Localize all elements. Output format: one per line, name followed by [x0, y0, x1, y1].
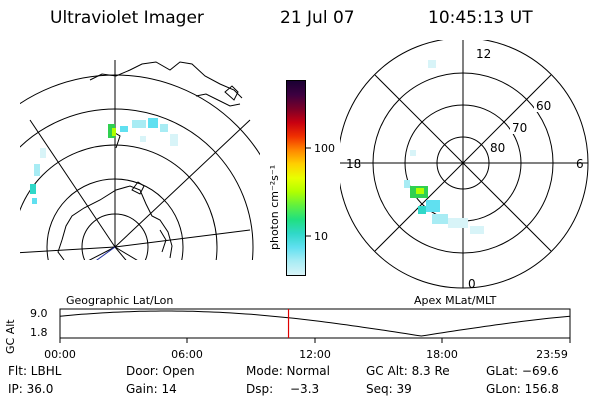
altitude-ytick: 9.0 [30, 307, 48, 320]
mlt-label-0: 0 [468, 277, 476, 291]
colorbar-tick-label: 100 [314, 142, 335, 155]
gc-altitude: GC Alt: 8.3 Re [366, 364, 450, 378]
filter-value: Flt: LBHL [8, 364, 62, 378]
colorbar [286, 80, 306, 276]
coastline [57, 239, 65, 260]
coastline [89, 61, 243, 99]
door-status: Door: Open [126, 364, 195, 378]
polar-plot: 12 18 6 0 60 70 80 [340, 40, 589, 291]
altitude-xtick: 00:00 [44, 348, 76, 360]
header-time: 10:45:13 UT [428, 8, 533, 28]
polar-emission [404, 60, 484, 234]
coastline [195, 93, 241, 107]
left-panel-label: Geographic Lat/Lon [66, 294, 174, 307]
gain-value: Gain: 14 [126, 382, 177, 396]
altitude-xtick: 06:00 [171, 348, 203, 360]
dsp-value: −3.3 [290, 382, 320, 396]
dsp-label: Dsp: [246, 382, 274, 396]
right-panel-label: Apex MLat/MLT [414, 294, 497, 307]
coastline [159, 229, 167, 253]
instrument-title: Ultraviolet Imager [50, 8, 204, 28]
latitude-circle [20, 74, 260, 156]
meridian-line [114, 246, 127, 260]
latitude-circle [20, 108, 254, 260]
meridian-line [88, 246, 116, 260]
auroral-emission [30, 118, 178, 204]
geographic-latitude: GLat: −69.6 [486, 364, 559, 378]
meridian-line [20, 246, 116, 254]
altitude-frame [59, 308, 571, 339]
altitude-curve [59, 310, 571, 337]
altitude-ylabel: GC Alt [4, 319, 17, 354]
coastline [224, 85, 239, 101]
colorbar-axis: 100 10 [306, 142, 335, 243]
altitude-ytick: 1.8 [30, 326, 48, 339]
altitude-xtick: 23:59 [536, 348, 568, 360]
coastline [61, 185, 173, 259]
coastline [131, 181, 145, 195]
meridian-line [114, 246, 138, 260]
mode-status: Mode: Normal [246, 364, 330, 378]
altitude-xtick: 18:00 [426, 348, 458, 360]
sequence-number: Seq: 39 [366, 382, 412, 396]
colorbar-unit: photon cm⁻²s⁻¹ [268, 165, 281, 250]
mlat-label-60: 60 [536, 99, 551, 113]
altitude-xtick: 12:00 [299, 348, 331, 360]
latitude-circle [20, 144, 218, 260]
terminator-line [96, 246, 116, 260]
meridian-line [114, 119, 251, 248]
altitude-plot: GC Alt 9.0 1.8 00:00 06:00 12:00 18:00 2… [4, 307, 571, 360]
header-date: 21 Jul 07 [280, 8, 355, 28]
colorbar-unit-label: photon cm⁻²s⁻¹ [268, 165, 281, 250]
geographic-longitude: GLon: 156.8 [486, 382, 559, 396]
geographic-map [20, 60, 260, 260]
colorbar-tick-label: 10 [314, 230, 328, 243]
mlat-label-70: 70 [512, 121, 527, 135]
mlat-label-80: 80 [490, 141, 505, 155]
mlt-line [374, 74, 552, 252]
meridian-line [29, 119, 116, 248]
mlt-label-18: 18 [346, 157, 361, 171]
meridian-line [114, 229, 251, 248]
ip-value: IP: 36.0 [8, 382, 54, 396]
mlt-label-12: 12 [476, 47, 491, 61]
mlt-label-6: 6 [576, 157, 584, 171]
